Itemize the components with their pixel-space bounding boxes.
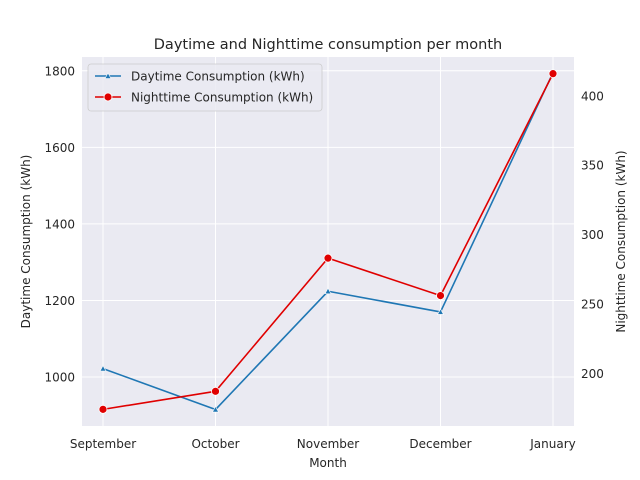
- data-point-nighttime: [548, 69, 558, 79]
- y-tick-label-right: 250: [581, 297, 604, 311]
- x-axis-label: Month: [309, 456, 347, 470]
- series-lines: [98, 69, 558, 414]
- legend-marker-daytime: [104, 72, 112, 79]
- x-tick-label: December: [409, 437, 471, 451]
- legend-label-nighttime: Nighttime Consumption (kWh): [131, 91, 313, 105]
- y-tick-label-right: 350: [581, 159, 604, 173]
- data-point-nighttime: [211, 386, 220, 396]
- x-tick-label: September: [70, 437, 136, 451]
- data-point-nighttime: [436, 291, 445, 301]
- y-tick-label-left: 1800: [44, 64, 75, 78]
- y-tick-label-right: 200: [581, 367, 604, 381]
- data-point-daytime: [99, 364, 107, 372]
- y-tick-label-left: 1600: [44, 141, 75, 155]
- y-tick-label-left: 1200: [44, 294, 75, 308]
- y-axis-label-left: Daytime Consumption (kWh): [19, 155, 33, 329]
- x-tick-label: January: [529, 437, 576, 451]
- x-tick-label: October: [191, 437, 239, 451]
- y-tick-label-left: 1400: [44, 217, 75, 231]
- legend: Daytime Consumption (kWh) Nighttime Cons…: [87, 63, 323, 112]
- grid: [82, 57, 574, 426]
- data-point-daytime: [436, 308, 445, 315]
- data-point-daytime: [211, 405, 220, 413]
- data-point-nighttime: [323, 253, 333, 263]
- chart-title: Daytime and Nighttime consumption per mo…: [154, 37, 502, 53]
- data-point-daytime: [324, 287, 332, 295]
- legend-marker-nighttime: [103, 92, 113, 102]
- legend-box: [87, 63, 323, 112]
- y-tick-label-left: 1000: [44, 371, 75, 385]
- x-tick-label: November: [297, 437, 359, 451]
- data-point-nighttime: [98, 404, 108, 414]
- tick-labels: September October November December January 1…: [44, 64, 603, 451]
- legend-label-daytime: Daytime Consumption (kWh): [131, 70, 305, 84]
- y-axis-label-right: Nighttime Consumption (kWh): [614, 150, 628, 332]
- y-tick-label-right: 300: [581, 228, 604, 242]
- y-tick-label-right: 400: [581, 89, 604, 103]
